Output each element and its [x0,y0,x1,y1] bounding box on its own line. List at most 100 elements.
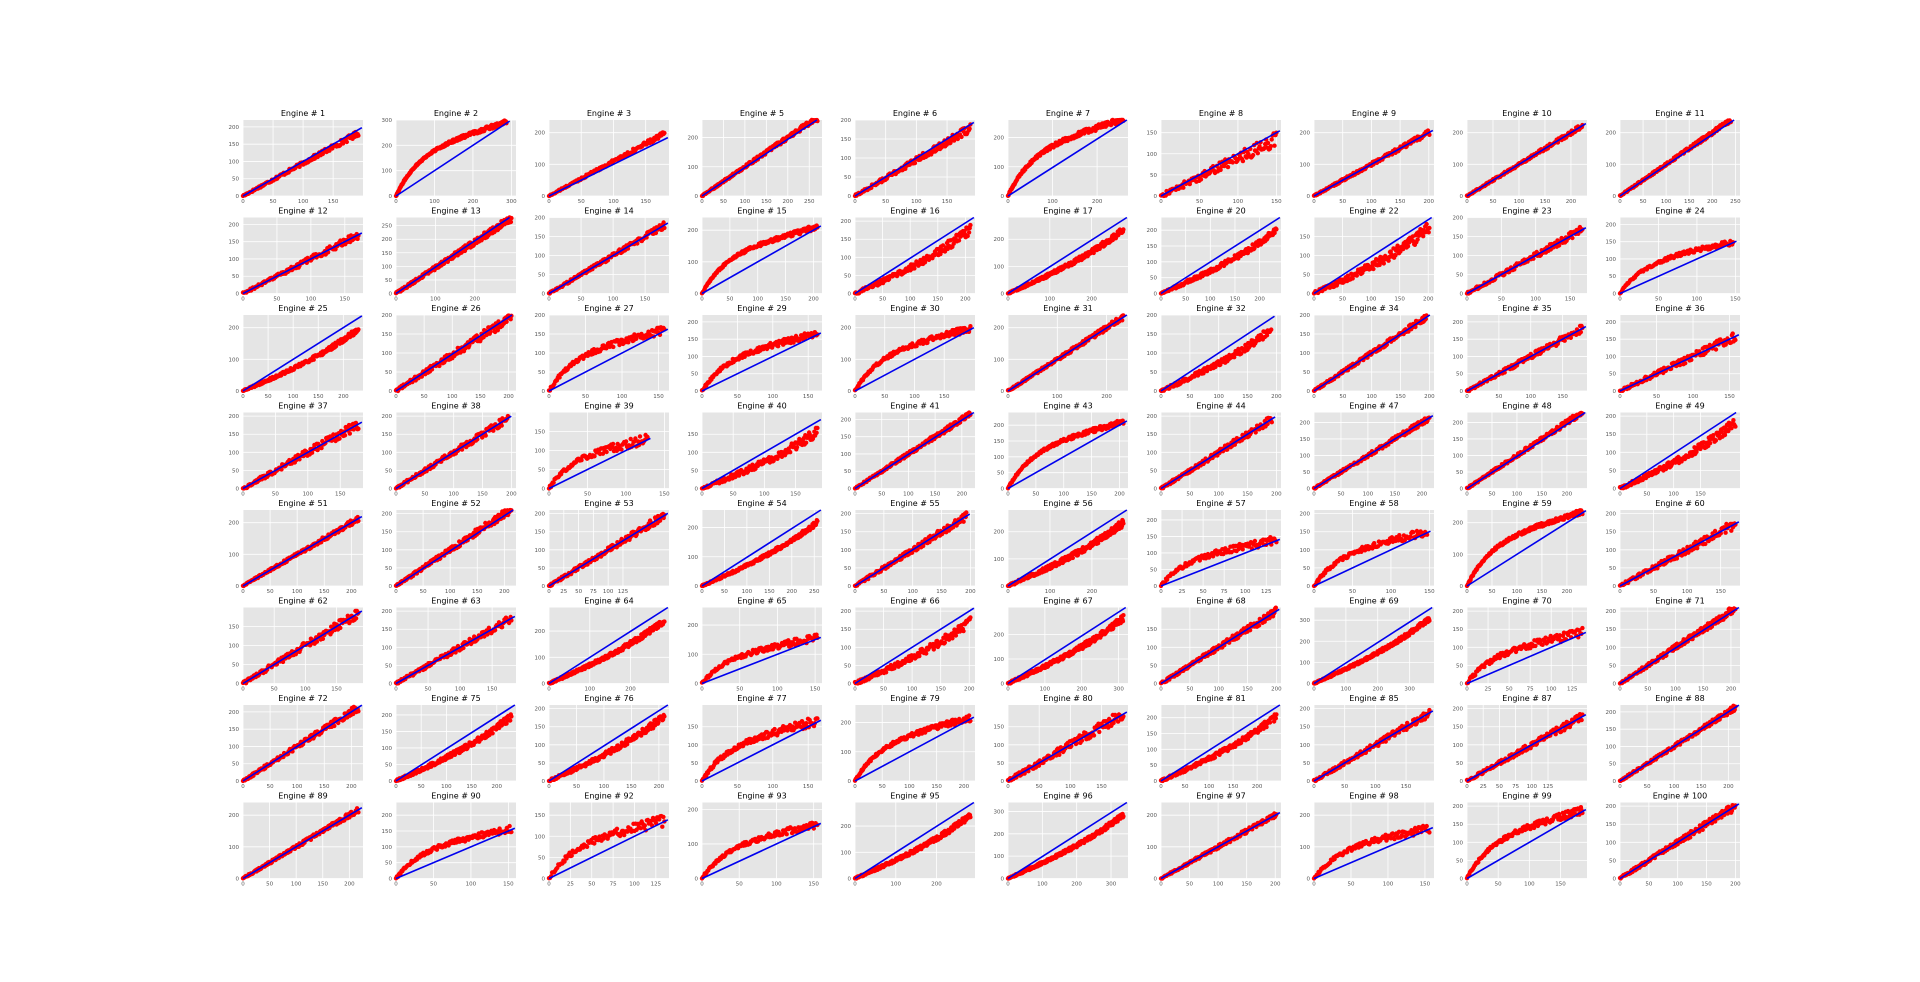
y-tick-label: 50 [385,278,392,284]
y-tick-label: 100 [688,165,699,171]
x-tick-label: 50 [1182,297,1189,303]
y-tick-label: 100 [994,357,1005,363]
x-tick-label: 150 [942,199,953,205]
y-tick-label: 50 [1150,173,1157,179]
x-tick-label: 300 [506,199,517,205]
y-tick-label: 300 [382,118,393,124]
x-tick-label: 100 [1052,394,1063,400]
data-point [662,130,667,136]
y-tick-label: 0 [1001,389,1005,395]
y-tick-label: 100 [229,257,240,263]
y-tick-label: 100 [1300,254,1311,260]
panel-title: Engine # 17 [1043,207,1092,216]
y-tick-label: 100 [688,354,699,360]
y-tick-label: 200 [229,222,240,228]
y-tick-label: 200 [688,320,699,326]
y-tick-label: 0 [389,292,393,298]
y-tick-label: 0 [1154,292,1158,298]
x-tick-label: 200 [1423,297,1434,303]
x-tick-label: 100 [1047,199,1058,205]
panel-title: Engine # 29 [737,304,786,313]
y-tick-label: 200 [994,326,1005,332]
panel-title: Engine # 8 [1199,109,1243,118]
x-tick-label: 150 [640,297,651,303]
y-tick-label: 150 [841,137,852,143]
data-point [1181,185,1186,190]
x-tick-label: 150 [1395,199,1406,205]
y-tick-label: 150 [229,240,240,246]
y-tick-label: 100 [841,156,852,162]
x-tick-label: 0 [700,199,704,205]
y-tick-label: 150 [382,251,393,257]
y-tick-label: 50 [385,370,392,376]
y-tick-label: 100 [1606,257,1617,263]
y-tick-label: 150 [535,235,546,241]
x-tick-label: 100 [1514,199,1525,205]
y-tick-label: 200 [688,136,699,142]
x-tick-label: 0 [241,199,245,205]
data-point [1250,152,1256,158]
data-point [966,230,972,235]
panel-title: Engine # 3 [587,109,631,118]
x-tick-label: 50 [726,297,733,303]
x-tick-label: 150 [761,199,772,205]
y-tick-label: 200 [382,237,393,243]
x-tick-label: 150 [1394,297,1405,303]
y-tick-label: 200 [1606,131,1617,137]
x-tick-label: 100 [911,199,922,205]
y-tick-label: 150 [688,337,699,343]
y-tick-label: 150 [1147,131,1158,137]
panel-title: Engine # 2 [434,109,478,118]
data-point [344,139,349,145]
x-tick-label: 100 [608,297,619,303]
x-tick-label: 100 [430,297,441,303]
x-tick-label: 250 [804,199,815,205]
x-tick-label: 100 [909,394,920,400]
x-tick-label: 150 [1684,199,1695,205]
y-tick-label: 250 [382,224,393,230]
y-tick-label: 100 [1453,254,1464,260]
x-tick-label: 150 [1271,199,1282,205]
y-tick-label: 0 [389,389,393,395]
panel-title: Engine # 12 [278,207,327,216]
x-tick-label: 100 [1661,199,1672,205]
y-tick-label: 100 [1147,260,1158,266]
data-point [967,126,972,131]
x-tick-label: 100 [1366,199,1377,205]
x-tick-label: 100 [1205,297,1216,303]
data-point [1255,151,1261,156]
x-tick-label: 0 [1006,199,1010,205]
panel-title: Engine # 14 [584,207,633,216]
x-tick-label: 150 [1230,297,1241,303]
y-tick-label: 50 [538,370,545,376]
y-tick-label: 150 [1147,244,1158,250]
y-tick-label: 200 [382,313,393,319]
y-tick-label: 0 [695,194,699,200]
x-tick-label: 100 [288,394,299,400]
x-tick-label: 50 [1339,297,1346,303]
panel-title: Engine # 1 [281,109,325,118]
data-point [912,160,918,166]
x-tick-label: 50 [720,199,727,205]
x-tick-label: 150 [313,394,324,400]
y-tick-label: 200 [1147,228,1158,234]
y-tick-label: 200 [841,326,852,332]
x-tick-label: 50 [881,394,888,400]
y-tick-label: 50 [538,273,545,279]
y-tick-label: 200 [841,219,852,225]
x-tick-label: 50 [1655,297,1662,303]
x-tick-label: 0 [1006,394,1010,400]
y-tick-label: 50 [844,175,851,181]
plot-area [855,315,975,391]
x-tick-label: 0 [547,297,551,303]
x-tick-label: 100 [447,394,458,400]
